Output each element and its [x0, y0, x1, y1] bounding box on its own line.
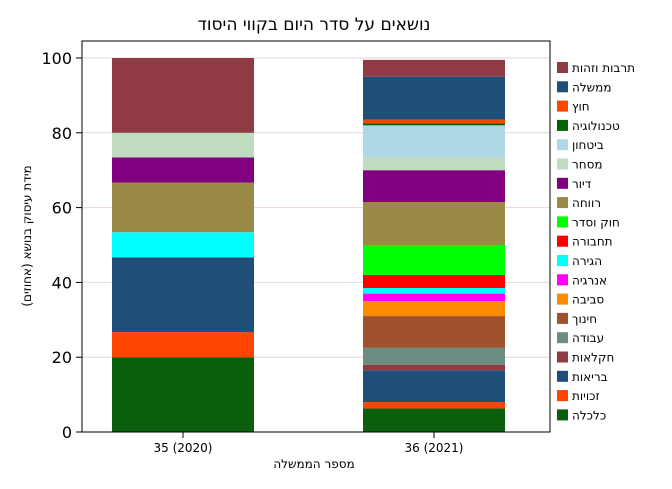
legend-swatch — [557, 81, 568, 93]
legend-swatch — [557, 197, 568, 209]
legend-label: הגירה — [572, 254, 602, 268]
bar-segment — [112, 332, 254, 358]
legend-label: חינוך — [572, 312, 597, 326]
y-tick-label: 60 — [52, 199, 72, 218]
y-tick-label: 20 — [52, 348, 72, 367]
legend-swatch — [557, 216, 568, 228]
legend-label: מסחר — [572, 158, 603, 172]
legend: תרבות וזהות ממשלה חוץ טכנולוגיה ביטחון מסחר די… — [557, 61, 635, 422]
bar-segment — [363, 288, 505, 294]
y-tick-label: 40 — [52, 273, 72, 292]
bar-segment — [363, 370, 505, 403]
legend-swatch — [557, 158, 568, 170]
legend-swatch — [557, 351, 568, 363]
x-axis-label: מספר הממשלה — [273, 457, 354, 471]
legend-label: בריאות — [572, 370, 608, 384]
bar-segment — [112, 357, 254, 432]
bar-segment — [363, 125, 505, 158]
legend-label: טכנולוגיה — [572, 119, 620, 133]
x-tick-label: 35 (2020) — [154, 441, 213, 455]
bar-segment — [112, 157, 254, 183]
bar-segment — [363, 157, 505, 171]
bar-segment — [112, 132, 254, 158]
bars — [112, 58, 505, 432]
x-axis-ticks: 35 (2020) 36 (2021) — [154, 432, 464, 455]
bar-segment — [112, 182, 254, 233]
bar-segment — [363, 245, 505, 275]
legend-label: כלכלה — [572, 408, 606, 422]
legend-swatch — [557, 62, 568, 73]
bar-segment — [363, 170, 505, 202]
legend-label: תחבורה — [572, 235, 613, 249]
bar-segment — [112, 58, 254, 133]
bar-segment — [112, 232, 254, 258]
y-tick-label: 100 — [41, 49, 72, 68]
plot-frame — [81, 40, 551, 433]
bar-segment — [363, 274, 505, 289]
legend-swatch — [557, 390, 568, 402]
legend-swatch — [557, 370, 568, 382]
legend-label: אנרגיה — [572, 273, 607, 287]
bar-segment — [363, 119, 505, 124]
legend-label: זכויות — [572, 389, 600, 403]
bar-segment — [112, 257, 254, 333]
chart-title: נושאים על סדר היום בקווי היסוד — [198, 15, 431, 35]
legend-swatch — [557, 100, 568, 112]
legend-label: ממשלה — [572, 80, 611, 94]
legend-label: חקלאות — [572, 351, 614, 365]
legend-swatch — [557, 332, 568, 344]
legend-swatch — [557, 409, 568, 421]
y-axis-ticks: 0 20 40 60 80 100 — [41, 49, 82, 442]
bar-segment — [363, 123, 505, 126]
bar-segment — [363, 316, 505, 348]
bar-segment — [363, 293, 505, 302]
legend-swatch — [557, 255, 568, 266]
y-axis-label: מידת עיסוק בנושא (אחוזים) — [20, 165, 34, 306]
legend-swatch — [557, 139, 568, 151]
legend-label: דיור — [572, 177, 592, 191]
legend-label: חוק וסדר — [572, 215, 620, 229]
legend-label: תרבות וזהות — [572, 61, 635, 75]
bar-segment — [363, 408, 505, 432]
legend-swatch — [557, 177, 568, 189]
legend-label: חוץ — [572, 100, 590, 114]
legend-label: סביבה — [572, 293, 604, 307]
legend-swatch — [557, 274, 568, 286]
legend-swatch — [557, 312, 568, 324]
bar-segment — [363, 364, 505, 371]
bar-segment — [363, 59, 505, 77]
legend-swatch — [557, 235, 568, 247]
legend-swatch — [557, 119, 568, 131]
legend-swatch — [557, 293, 568, 305]
y-tick-label: 80 — [52, 124, 72, 143]
legend-label: ביטחון — [572, 138, 604, 152]
bar-segment — [363, 76, 505, 120]
bar-segment — [363, 201, 505, 245]
legend-label: עבודה — [572, 331, 604, 345]
bar-segment — [363, 301, 505, 317]
x-tick-label: 36 (2021) — [405, 441, 464, 455]
bar-segment — [363, 347, 505, 365]
y-tick-label: 0 — [62, 423, 72, 442]
bar-segment — [363, 402, 505, 409]
legend-label: רווחה — [572, 196, 601, 210]
